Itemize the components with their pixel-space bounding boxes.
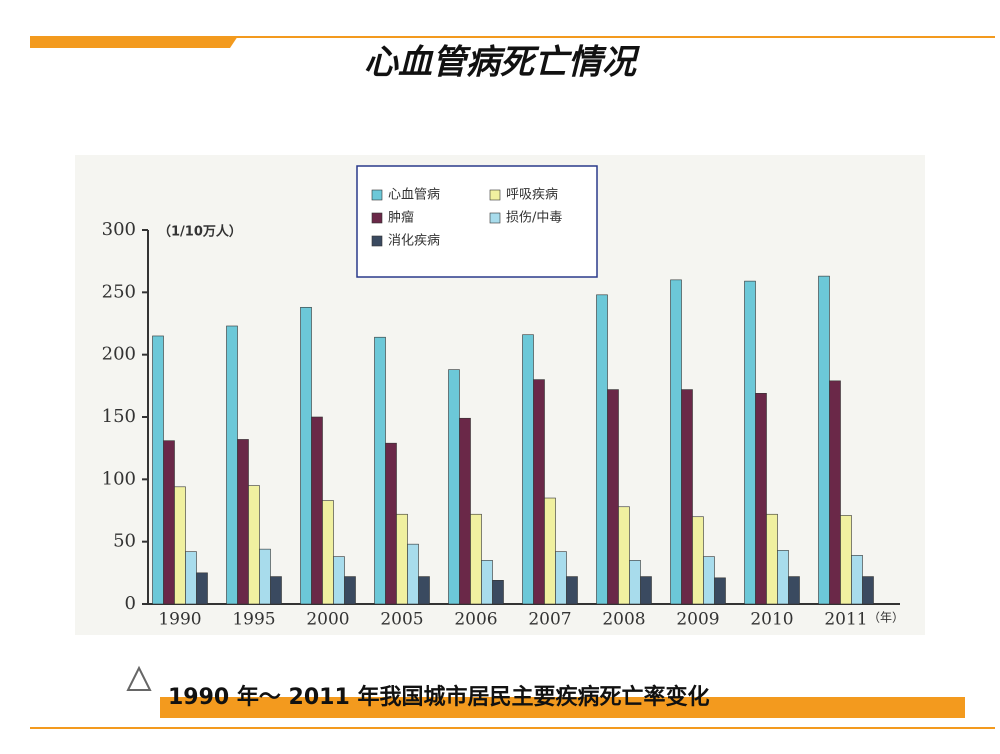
bar: [681, 389, 693, 605]
bar: [374, 336, 386, 605]
y-tick-label: 0: [125, 593, 136, 614]
bar: [174, 486, 186, 605]
legend-label: 呼吸疾病: [506, 188, 558, 203]
bar: [492, 580, 504, 605]
bar: [607, 389, 619, 605]
slide-title: 心血管病死亡情况: [364, 43, 640, 83]
bar: [744, 280, 756, 605]
bar: [470, 513, 482, 605]
bar: [566, 576, 578, 605]
bar: [300, 306, 312, 605]
legend-label: 损伤/中毒: [506, 211, 562, 226]
x-tick-label: 2010: [750, 610, 793, 630]
bar: [692, 516, 704, 605]
bar: [385, 442, 397, 605]
bar: [629, 560, 641, 605]
x-tick-label: 2005: [380, 610, 423, 630]
legend-swatch: [489, 189, 501, 201]
legend-swatch: [489, 212, 501, 224]
bar: [755, 393, 767, 605]
bottom-band: [160, 697, 965, 718]
bar: [396, 513, 408, 605]
bar: [703, 556, 715, 605]
y-tick-label: 300: [102, 219, 136, 240]
legend-swatch: [371, 212, 383, 224]
y-tick-label: 250: [102, 281, 136, 302]
bar: [311, 416, 323, 605]
bar: [259, 548, 271, 605]
x-tick-label: 2000: [306, 610, 349, 630]
bar: [777, 550, 789, 605]
bar: [533, 379, 545, 605]
bar: [670, 279, 682, 605]
legend-swatch: [371, 189, 383, 201]
x-tick-label: 2011: [824, 610, 867, 630]
y-tick-label: 150: [102, 406, 136, 427]
x-axis-label: （年）: [868, 611, 904, 625]
logo-icon: [126, 665, 152, 691]
bar: [640, 576, 652, 605]
x-tick-label: 1990: [158, 610, 201, 630]
bar: [555, 551, 567, 605]
bar: [596, 294, 608, 605]
bar: [840, 515, 852, 605]
bar: [448, 369, 460, 605]
bar: [766, 513, 778, 605]
bar: [522, 334, 534, 605]
bar: [818, 275, 830, 605]
bar: [618, 506, 630, 605]
y-tick-label: 50: [113, 531, 136, 552]
legend-swatch: [371, 235, 383, 247]
y-tick-label: 200: [102, 344, 136, 365]
legend-label: 心血管病: [388, 188, 440, 203]
bar: [270, 576, 282, 605]
bar: [196, 572, 208, 605]
legend-box: [356, 165, 598, 278]
caption: 1990 年～ 2011 年我国城市居民主要疾病死亡率变化: [168, 684, 709, 710]
bar: [407, 543, 419, 605]
bar: [226, 325, 238, 605]
bar: [333, 556, 345, 605]
bar: [459, 417, 471, 605]
bar: [344, 576, 356, 605]
bar: [248, 485, 260, 605]
y-axis-label: （1/10万人）: [158, 224, 242, 240]
legend-label: 消化疾病: [388, 234, 440, 249]
x-tick-label: 2007: [528, 610, 571, 630]
y-tick-label: 100: [102, 468, 136, 489]
bar: [862, 576, 874, 605]
bar: [163, 440, 175, 605]
x-tick-label: 2006: [454, 610, 497, 630]
bar: [185, 551, 197, 605]
bottom-rule: [30, 727, 995, 729]
bar: [829, 380, 841, 605]
x-tick-label: 2008: [602, 610, 645, 630]
bar: [152, 335, 164, 605]
bar: [788, 576, 800, 605]
top-accent: [30, 36, 238, 48]
bar: [481, 560, 493, 605]
x-tick-label: 2009: [676, 610, 719, 630]
bar: [544, 497, 556, 605]
bar: [714, 577, 726, 605]
legend-label: 肿瘤: [388, 210, 414, 226]
x-tick-label: 1995: [232, 610, 275, 630]
bar: [237, 439, 249, 605]
bar: [851, 555, 863, 605]
bar: [322, 500, 334, 605]
bar: [418, 576, 430, 605]
top-rule: [30, 36, 995, 38]
